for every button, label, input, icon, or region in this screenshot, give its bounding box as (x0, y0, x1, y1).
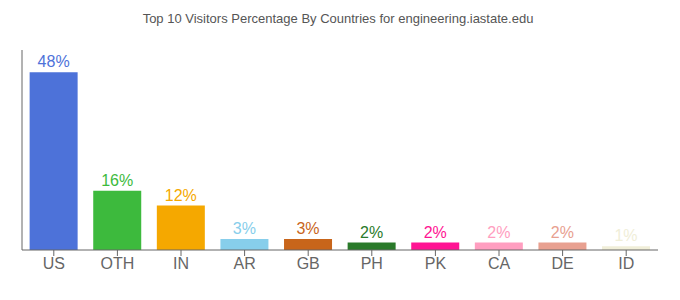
svg-text:2%: 2% (360, 224, 383, 241)
svg-text:12%: 12% (165, 187, 197, 204)
svg-text:OTH: OTH (101, 255, 135, 272)
svg-text:PH: PH (361, 255, 383, 272)
svg-text:2%: 2% (551, 224, 574, 241)
svg-text:16%: 16% (101, 172, 133, 189)
svg-text:1%: 1% (614, 227, 637, 244)
svg-text:2%: 2% (424, 224, 447, 241)
svg-text:2%: 2% (487, 224, 510, 241)
svg-text:AR: AR (233, 255, 255, 272)
svg-text:PK: PK (425, 255, 447, 272)
svg-text:3%: 3% (296, 220, 319, 237)
svg-text:48%: 48% (38, 53, 70, 70)
svg-text:DE: DE (551, 255, 573, 272)
svg-text:GB: GB (297, 255, 320, 272)
svg-text:US: US (43, 255, 65, 272)
svg-text:ID: ID (618, 255, 634, 272)
svg-text:3%: 3% (233, 220, 256, 237)
html-text:Top 10 Visitors Percentage By: Top 10 Visitors Percentage By Countries … (142, 11, 534, 26)
svg-text:CA: CA (488, 255, 511, 272)
svg-text:IN: IN (173, 255, 189, 272)
